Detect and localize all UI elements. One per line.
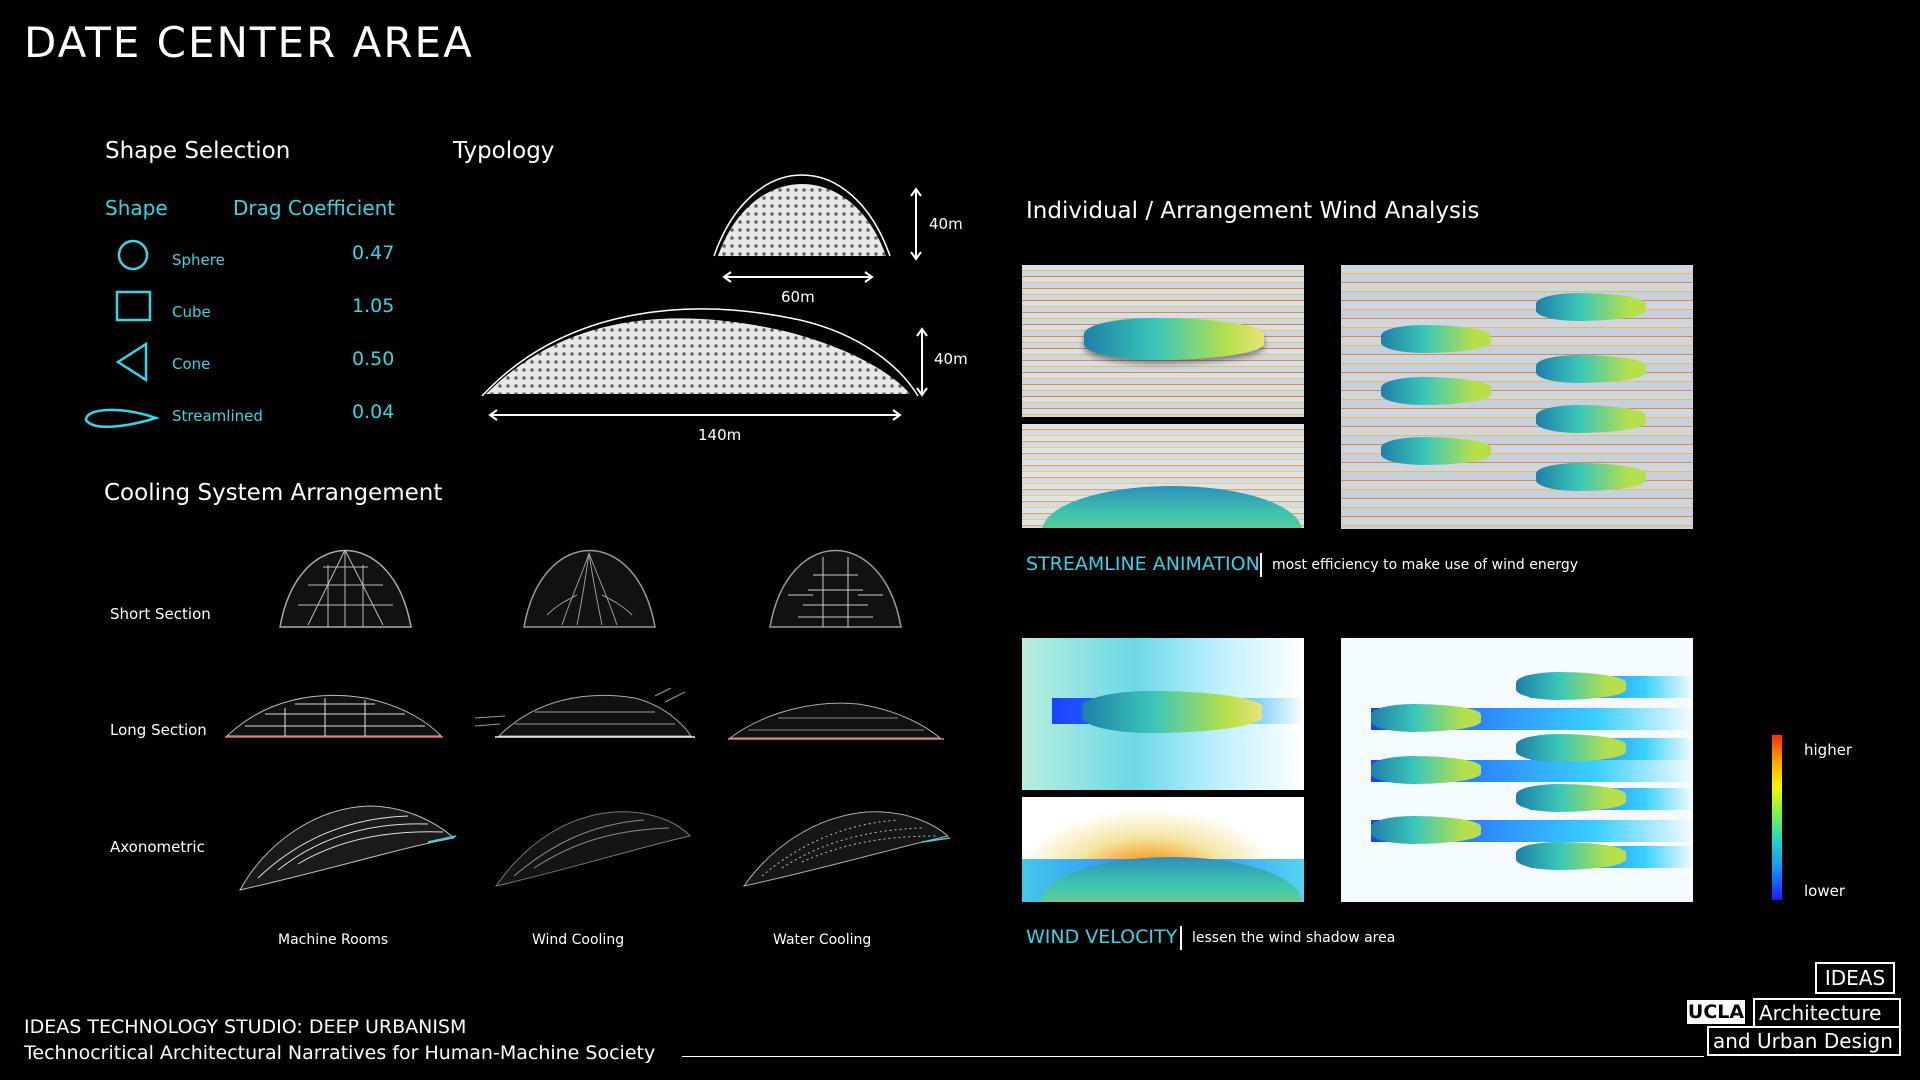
drag-value-cone: 0.50 xyxy=(352,348,395,370)
drag-value-sphere: 0.47 xyxy=(352,242,395,264)
circle-icon xyxy=(117,239,149,271)
short-section-wind-cooling xyxy=(523,549,656,628)
large-dome-drawing xyxy=(481,308,919,397)
shape-name-sphere: Sphere xyxy=(172,251,225,269)
wind-analysis-heading: Individual / Arrangement Wind Analysis xyxy=(1026,198,1480,224)
legend-higher: higher xyxy=(1804,741,1853,759)
axonometric-wind-cooling xyxy=(494,811,691,887)
ideas-logo: IDEAS xyxy=(1815,962,1895,994)
long-section-machine-rooms xyxy=(225,694,443,738)
large-dome-height-arrow xyxy=(916,327,928,397)
long-section-water-cooling xyxy=(728,702,944,740)
axonometric-machine-rooms xyxy=(239,805,457,891)
wind-velocity-description: lessen the wind shadow area xyxy=(1192,930,1396,946)
legend-lower: lower xyxy=(1804,882,1846,900)
row-label-axonometric: Axonometric xyxy=(110,838,205,856)
square-icon xyxy=(115,290,152,322)
row-label-long-section: Long Section xyxy=(110,721,207,739)
small-dome-height-arrow xyxy=(910,187,922,261)
velocity-arrangement-panel xyxy=(1341,638,1693,902)
triangle-icon xyxy=(115,341,148,383)
page-title: DATE CENTER AREA xyxy=(24,18,474,67)
velocity-color-scale xyxy=(1772,735,1782,900)
wind-velocity-label: WIND VELOCITY xyxy=(1026,926,1178,948)
footer-rule xyxy=(682,1056,1704,1057)
footer-subtitle: Technocritical Architectural Narratives … xyxy=(24,1042,656,1064)
streamline-divider xyxy=(1260,553,1262,577)
cooling-heading: Cooling System Arrangement xyxy=(104,480,443,506)
column-label-wind-cooling: Wind Cooling xyxy=(532,932,625,948)
velocity-divider xyxy=(1180,926,1182,950)
large-dome-height: 40m xyxy=(934,350,968,368)
streamline-arrangement-panel xyxy=(1341,265,1693,529)
shape-column-header: Shape xyxy=(105,196,168,220)
streamline-animation-label: STREAMLINE ANIMATION xyxy=(1026,553,1260,575)
small-dome-drawing xyxy=(713,174,891,257)
short-section-machine-rooms xyxy=(279,549,412,628)
row-label-short-section: Short Section xyxy=(110,605,211,623)
short-section-water-cooling xyxy=(769,549,902,628)
streamline-single-top-panel xyxy=(1022,265,1304,417)
axonometric-water-cooling xyxy=(742,811,951,887)
large-dome-width: 140m xyxy=(698,426,742,444)
small-dome-width: 60m xyxy=(781,288,815,306)
streamline-single-bottom-panel xyxy=(1022,424,1304,528)
shape-name-streamlined: Streamlined xyxy=(172,407,263,425)
column-label-machine-rooms: Machine Rooms xyxy=(278,932,389,948)
typology-heading: Typology xyxy=(453,138,555,164)
velocity-single-top-panel xyxy=(1022,638,1304,790)
drag-coefficient-column-header: Drag Coefficient xyxy=(233,196,396,220)
shape-name-cube: Cube xyxy=(172,303,211,321)
dept-line-2: and Urban Design xyxy=(1707,1026,1901,1056)
footer-studio-title: IDEAS TECHNOLOGY STUDIO: DEEP URBANISM xyxy=(24,1016,467,1038)
large-dome-width-arrow xyxy=(488,409,902,421)
airfoil-icon xyxy=(84,408,161,428)
small-dome-width-arrow xyxy=(722,271,874,283)
column-label-water-cooling: Water Cooling xyxy=(773,932,872,948)
streamline-animation-description: most efficiency to make use of wind ener… xyxy=(1272,557,1578,573)
shape-selection-heading: Shape Selection xyxy=(105,138,291,164)
dept-line-1: Architecture xyxy=(1753,998,1901,1026)
small-dome-height: 40m xyxy=(929,215,963,233)
long-section-wind-cooling xyxy=(474,687,695,738)
shape-name-cone: Cone xyxy=(172,355,211,373)
drag-value-cube: 1.05 xyxy=(352,295,395,317)
drag-value-streamlined: 0.04 xyxy=(352,401,395,423)
velocity-single-bottom-panel xyxy=(1022,797,1304,902)
ucla-logo: UCLA xyxy=(1687,1000,1745,1024)
